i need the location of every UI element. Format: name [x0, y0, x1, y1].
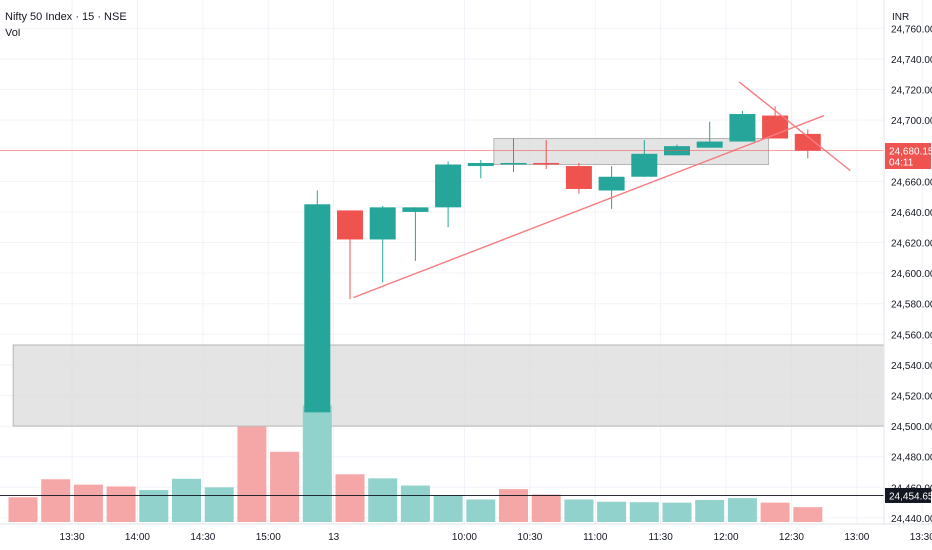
volume-bar-6	[204, 487, 234, 522]
price-axis[interactable]: 24,760.00 24,740.00 24,720.00 24,700.00 24,6…	[883, 0, 932, 525]
time-tick-label-2: 14:30	[190, 532, 215, 543]
price-label-bg-0	[885, 143, 931, 170]
price-tick-label-2: 24,720.00	[891, 86, 932, 97]
candle-body-2	[369, 207, 396, 240]
volume-bar-16	[531, 494, 561, 522]
time-axis[interactable]: 13:30 14:00 14:30 15:00 13 10:00 10:30 11:00 11:…	[0, 523, 932, 543]
trend-line-1	[738, 81, 851, 172]
zones	[12, 138, 885, 427]
price-tick-label-6: 24,620.00	[891, 239, 932, 250]
price-tick-label-7: 24,600.00	[891, 269, 932, 280]
time-tick-label-5: 10:00	[452, 532, 477, 543]
time-tick-label-8: 11:30	[649, 532, 674, 543]
volume-bar-24	[793, 507, 823, 522]
trend-lines[interactable]	[353, 81, 851, 299]
price-tick-label-13: 24,480.00	[891, 453, 932, 464]
candle-body-10	[631, 153, 658, 177]
volume-bar-15	[499, 489, 528, 522]
volume-bar-21	[695, 499, 725, 522]
grid-lines	[0, 0, 923, 524]
time-tick-label-9: 12:00	[714, 532, 739, 543]
candle-body-9	[598, 176, 625, 191]
price-tick-label-0: 24,760.00	[891, 24, 932, 35]
volume-bar-17	[564, 499, 594, 522]
price-tick-label-5: 24,640.00	[891, 208, 932, 219]
volume-bar-20	[662, 502, 692, 522]
candle-body-14	[762, 115, 789, 139]
time-tick-label-4: 13	[328, 532, 340, 543]
price-tick-label-12: 24,500.00	[891, 422, 932, 433]
price-tick-label-1: 24,740.00	[891, 55, 932, 66]
volume-bar-7	[237, 426, 267, 522]
price-tick-label-4: 24,660.00	[891, 177, 932, 188]
volume-bar-3	[106, 486, 136, 522]
volume-bar-13	[433, 495, 463, 522]
volume-bar-4	[139, 490, 169, 522]
candle-body-6	[500, 162, 527, 165]
price-tick-label-10: 24,540.00	[891, 361, 932, 372]
time-tick-label-3: 15:00	[256, 532, 281, 543]
price-tick-label-8: 24,580.00	[891, 300, 932, 311]
volume-bar-11	[368, 478, 398, 522]
volume-bar-2	[73, 484, 103, 522]
volume-bar-12	[400, 485, 430, 522]
price-tick-label-3: 24,700.00	[891, 116, 932, 127]
candle-body-12	[696, 141, 723, 148]
currency-label[interactable]: INR	[892, 12, 910, 23]
price-tick-label-11: 24,520.00	[891, 392, 932, 403]
price-label-0: 24,680.15	[889, 147, 932, 158]
volume-bar-9	[302, 405, 332, 522]
price-tick-label-15: 24,440.00	[891, 514, 932, 525]
candle-body-5	[467, 162, 494, 167]
volume-bar-8	[270, 451, 300, 522]
price-label-countdown-0: 04:11	[889, 158, 914, 169]
volume-bars	[8, 405, 823, 522]
candle-body-8	[565, 166, 592, 189]
volume-bar-19	[629, 502, 659, 522]
zone-1	[493, 138, 770, 166]
volume-bar-0	[8, 497, 38, 522]
volume-bar-14	[466, 499, 496, 522]
chart-title: Nifty 50 Index · 15 · NSE	[5, 11, 127, 23]
time-tick-label-6: 10:30	[517, 532, 542, 543]
time-tick-label-7: 11:00	[583, 532, 608, 543]
price-lines	[0, 150, 884, 496]
candle-body-15	[794, 133, 821, 151]
zone-0	[12, 344, 885, 427]
candle-body-1	[337, 210, 363, 240]
time-tick-label-0: 13:30	[60, 532, 85, 543]
candles	[304, 106, 821, 413]
time-tick-label-12: 13:30	[910, 532, 932, 543]
volume-bar-5	[172, 478, 201, 522]
price-label-bg-1	[885, 487, 931, 503]
volume-label[interactable]: Vol	[5, 27, 21, 39]
price-tick-label-9: 24,560.00	[891, 330, 932, 341]
price-label-1: 24,454.65	[889, 491, 932, 502]
volume-bar-22	[727, 498, 757, 522]
volume-bar-18	[597, 501, 627, 522]
candle-body-3	[402, 207, 429, 212]
trend-line-0	[353, 114, 825, 299]
volume-bar-23	[760, 502, 790, 522]
volume-bar-1	[41, 479, 71, 522]
candle-body-7	[533, 162, 560, 165]
candle-body-0	[304, 204, 331, 413]
volume-bar-10	[335, 474, 365, 522]
candle-body-4	[435, 164, 462, 208]
time-tick-label-1: 14:00	[125, 532, 150, 543]
candle-body-13	[729, 114, 756, 142]
time-tick-label-10: 12:30	[779, 532, 804, 543]
time-tick-label-11: 13:00	[844, 532, 869, 543]
